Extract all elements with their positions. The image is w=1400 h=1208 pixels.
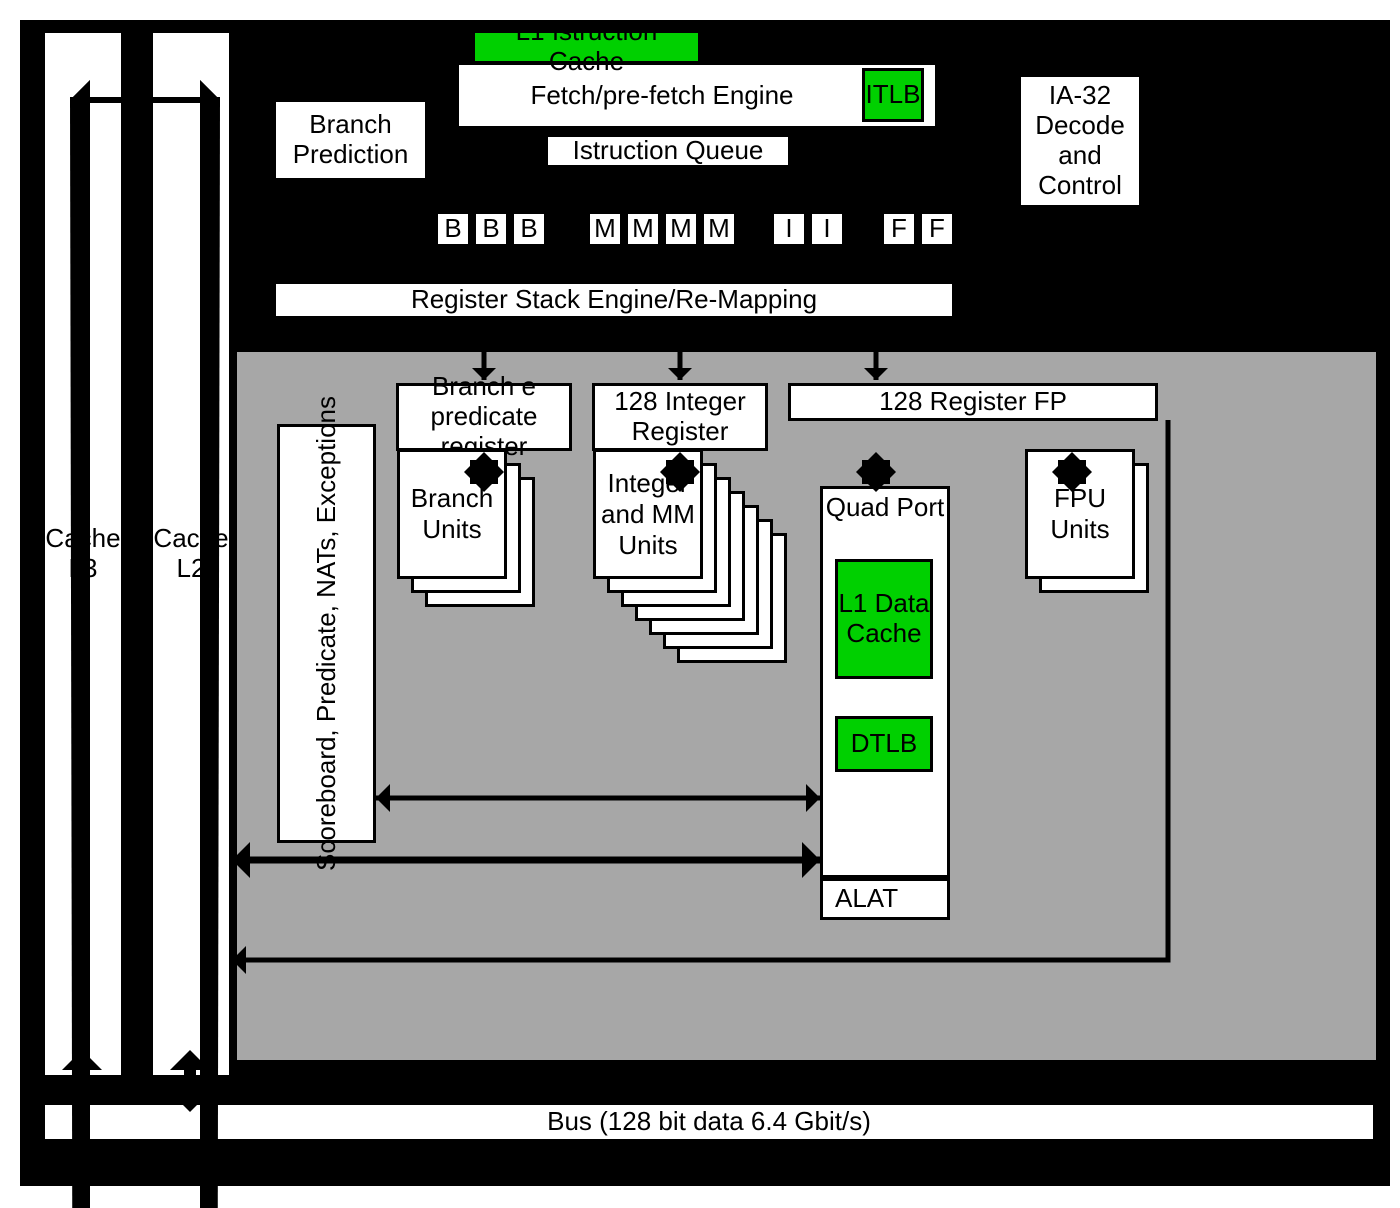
arrows-layer — [0, 0, 1400, 1208]
